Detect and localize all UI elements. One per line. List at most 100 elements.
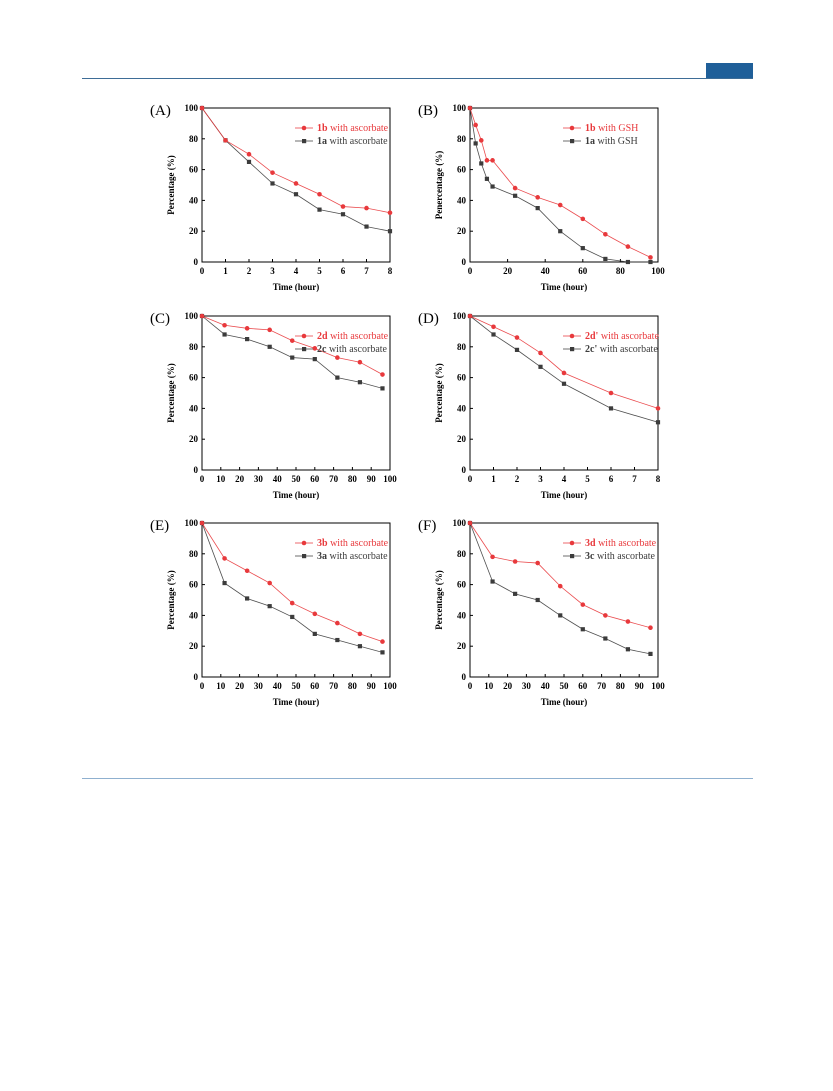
- x-tick-label: 70: [597, 681, 607, 691]
- x-tick-label: 3: [270, 266, 275, 276]
- data-point: [335, 375, 340, 380]
- data-point: [484, 176, 490, 181]
- data-point: [312, 631, 317, 636]
- data-point: [625, 647, 631, 652]
- y-tick-label: 100: [453, 103, 467, 113]
- header-rule: [82, 78, 753, 79]
- x-tick-label: 40: [541, 681, 551, 691]
- x-tick-label: 20: [503, 266, 512, 276]
- data-point: [535, 206, 540, 211]
- footer-rule: [82, 778, 753, 779]
- x-tick-label: 90: [635, 681, 645, 691]
- legend-condition: with ascorbate: [328, 538, 389, 549]
- x-tick-label: 20: [503, 681, 512, 691]
- data-point: [357, 359, 363, 365]
- x-tick-label: 40: [273, 681, 283, 691]
- data-point: [491, 332, 496, 337]
- x-tick-label: 6: [609, 474, 614, 484]
- data-point: [199, 520, 205, 526]
- y-tick-label: 100: [453, 311, 467, 321]
- data-point: [199, 313, 205, 319]
- data-point: [246, 151, 252, 157]
- x-tick-label: 0: [468, 266, 473, 276]
- x-tick-label: 50: [292, 681, 302, 691]
- x-tick-label: 8: [388, 266, 393, 276]
- panel-label: (F): [418, 518, 436, 534]
- data-point: [270, 181, 275, 186]
- x-tick-label: 10: [216, 474, 226, 484]
- legend-marker: [302, 139, 307, 144]
- x-axis-title: Time (hour): [541, 490, 588, 500]
- y-tick-label: 0: [462, 257, 467, 267]
- data-point: [387, 210, 393, 216]
- x-tick-label: 10: [484, 681, 494, 691]
- data-point: [538, 364, 543, 369]
- legend-marker: [301, 125, 307, 131]
- legend-condition: with GSH: [595, 136, 638, 147]
- data-point: [580, 627, 585, 632]
- x-tick-label: 4: [294, 266, 299, 276]
- x-tick-label: 70: [329, 681, 339, 691]
- x-tick-label: 80: [616, 681, 626, 691]
- y-axis-title: Percentage (%): [166, 155, 176, 215]
- x-tick-label: 0: [200, 474, 205, 484]
- data-point: [514, 335, 520, 340]
- data-point: [580, 216, 586, 222]
- data-point: [478, 138, 484, 143]
- legend-entry: 2c' with ascorbate: [585, 344, 658, 355]
- legend-compound-id: 1b: [585, 123, 596, 134]
- x-tick-label: 40: [541, 266, 551, 276]
- x-tick-label: 50: [292, 474, 302, 484]
- y-tick-label: 40: [457, 403, 467, 413]
- x-tick-label: 30: [254, 474, 264, 484]
- data-point: [270, 170, 275, 175]
- data-point: [603, 636, 608, 641]
- x-axis-title: Time (hour): [273, 697, 320, 707]
- data-point: [340, 204, 346, 209]
- x-tick-label: 80: [348, 474, 358, 484]
- data-point: [648, 255, 653, 260]
- legend-marker: [570, 554, 575, 559]
- data-point: [535, 195, 540, 200]
- data-point: [625, 619, 631, 624]
- legend-condition: with ascorbate: [594, 551, 655, 562]
- y-tick-label: 60: [189, 373, 199, 383]
- x-tick-label: 6: [341, 266, 346, 276]
- data-point: [473, 122, 478, 128]
- data-point: [625, 259, 631, 265]
- chart-panel-c: (C) 0 10 20 30 40 50 60 70 80 90 100 0 20 40 60 80 100 Tim…: [150, 311, 397, 500]
- data-point: [387, 229, 393, 234]
- x-tick-label: 100: [651, 681, 665, 691]
- y-tick-label: 40: [189, 610, 199, 620]
- legend-compound-id: 2c': [585, 344, 597, 355]
- data-point: [603, 613, 608, 618]
- data-point: [312, 611, 318, 617]
- legend-marker: [302, 347, 307, 352]
- data-point: [380, 386, 385, 391]
- data-point: [289, 600, 295, 606]
- y-tick-label: 20: [189, 226, 199, 236]
- x-axis-title: Time (hour): [273, 282, 320, 292]
- legend-marker: [569, 333, 575, 339]
- y-tick-label: 0: [462, 465, 467, 475]
- legend-marker: [570, 139, 575, 144]
- y-axis-title: Percentage (%): [434, 363, 444, 423]
- data-point: [513, 591, 518, 596]
- x-tick-label: 60: [578, 266, 588, 276]
- legend-compound-id: 3a: [317, 551, 327, 562]
- chart-panel-b: (B) 0 20 40 60 80 100 0 20 40 60 80 100 Time (hour) Pe…: [418, 103, 665, 292]
- x-tick-label: 50: [560, 681, 570, 691]
- legend-condition: with ascorbate: [598, 331, 659, 342]
- data-point: [580, 602, 586, 607]
- legend-compound-id: 1b: [317, 123, 328, 134]
- y-tick-label: 20: [189, 434, 199, 444]
- y-tick-label: 20: [189, 641, 199, 651]
- data-point: [648, 651, 653, 656]
- data-point: [557, 583, 563, 589]
- y-tick-label: 0: [194, 257, 199, 267]
- legend-entry: 2d' with ascorbate: [585, 331, 659, 342]
- legend-entry: 3a with ascorbate: [317, 551, 388, 562]
- x-tick-label: 1: [491, 474, 496, 484]
- legend-compound-id: 2c: [317, 344, 327, 355]
- x-tick-label: 90: [367, 474, 377, 484]
